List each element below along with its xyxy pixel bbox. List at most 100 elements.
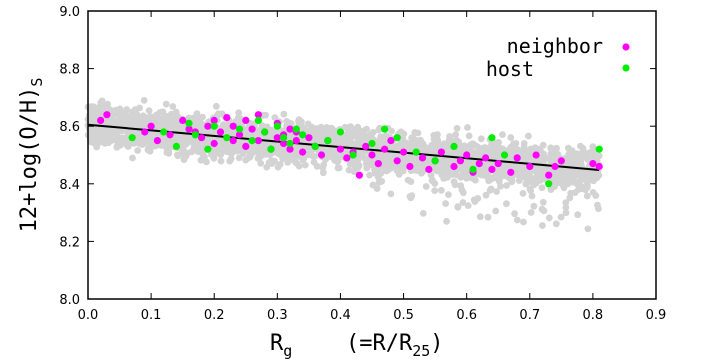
background-point [387,190,395,198]
host-point [431,157,439,165]
neighbor-point [595,162,603,171]
background-point [168,124,176,131]
neighbor-point [494,160,502,168]
y-tick-label: 9.0 [59,5,80,20]
background-point [250,143,258,150]
background-point [539,198,547,206]
neighbor-point [141,128,149,136]
background-point [487,146,495,154]
neighbor-point [400,148,408,156]
background-point [121,109,129,116]
neighbor-point [210,116,218,124]
host-point [172,142,180,150]
host-point [488,134,496,142]
background-point [102,133,109,141]
host-point [267,145,275,153]
host-point [469,165,477,173]
host-point [223,134,231,142]
background-point [202,138,210,146]
background-point [493,188,500,195]
background-point [399,135,407,143]
legend-label-neighbor: neighbor [507,34,603,58]
background-point [388,127,395,135]
background-point [203,158,210,166]
background-point [492,207,500,215]
y-tick-label: 8.0 [59,293,80,308]
y-axis-ticks: 8.0 8.2 8.4 8.6 8.8 9.0 [59,5,656,308]
y-axis-title: 12+log(O/H)S [17,78,46,233]
background-point [85,115,93,123]
background-point [197,156,205,164]
background-point [437,164,445,172]
neighbor-point [557,157,565,165]
background-point [258,122,266,129]
background-point [513,216,521,224]
background-point [404,176,412,184]
background-point [106,117,114,125]
background-point [523,174,531,182]
background-point [178,135,186,143]
y-tick-label: 8.2 [59,235,80,250]
background-point [457,182,465,190]
neighbor-point [482,154,490,162]
background-point [454,203,462,211]
background-point [188,136,195,144]
neighbor-point [475,160,483,168]
host-point [248,137,256,145]
background-point [519,190,527,197]
background-point [377,137,384,145]
x-tick-label: 0.7 [519,308,540,323]
background-point [444,161,452,169]
background-point [553,144,560,152]
background-point [98,97,106,105]
background-point [486,187,494,194]
neighbor-point [185,125,193,133]
background-point [595,205,602,213]
background-point [384,166,392,174]
neighbor-point [317,151,326,159]
background-point [464,124,471,131]
background-point [442,200,449,207]
host-point [185,119,193,127]
background-point [508,176,516,184]
background-point [380,152,388,160]
background-point [422,183,430,190]
background-point [531,144,539,152]
neighbor-point [280,139,288,148]
background-point [419,210,427,217]
neighbor-point [97,116,105,124]
background-point [108,111,116,119]
background-point [320,169,327,177]
background-point [235,154,243,162]
background-point [111,127,119,134]
background-point [411,129,419,136]
background-point [271,157,278,165]
host-point [324,137,332,145]
background-point [572,160,580,168]
neighbor-point [545,171,553,179]
host-point [595,145,603,153]
neighbor-point [513,154,521,162]
background-point [566,174,573,182]
host-point [545,180,553,188]
background-point [311,153,318,160]
background-point [287,132,294,140]
background-point [227,155,235,163]
background-point [100,127,107,135]
background-point [450,178,458,186]
neighbor-point [418,154,427,162]
background-point [584,225,592,233]
background-point [295,162,303,170]
neighbor-point [147,122,155,130]
background-point [571,152,579,160]
neighbor-point [437,148,445,156]
host-point [412,148,420,156]
neighbor-point [198,134,206,142]
background-point [113,143,121,150]
host-point [160,128,168,136]
background-point [457,173,465,181]
background-point [328,131,335,138]
legend-label-host: host [486,57,534,81]
background-point [478,167,485,175]
background-point [269,129,276,137]
